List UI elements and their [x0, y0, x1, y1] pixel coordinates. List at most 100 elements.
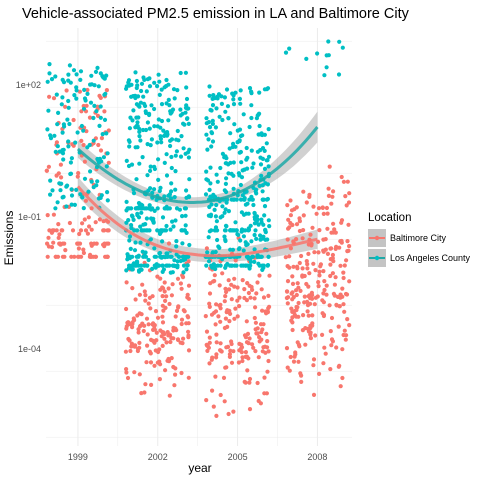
data-point [168, 339, 173, 345]
data-point [306, 251, 311, 256]
data-point [213, 214, 218, 219]
data-point [294, 314, 299, 319]
data-point [258, 162, 264, 167]
data-point [207, 229, 212, 234]
data-point [244, 157, 249, 162]
data-point [169, 335, 174, 341]
data-point [231, 160, 236, 165]
data-point [123, 349, 128, 354]
data-point [290, 327, 295, 333]
data-point [218, 392, 223, 398]
data-point [127, 263, 132, 268]
data-point [210, 139, 216, 144]
data-point [184, 254, 189, 259]
data-point [169, 254, 174, 259]
data-point [214, 302, 219, 307]
data-point [224, 87, 230, 92]
data-point [179, 321, 184, 327]
data-point [330, 252, 335, 258]
data-point [136, 94, 141, 99]
data-point [253, 228, 258, 233]
data-point [287, 46, 292, 51]
data-point [184, 188, 189, 193]
data-point [152, 187, 157, 192]
data-point [145, 228, 150, 233]
data-point [295, 281, 300, 286]
data-point [104, 88, 109, 93]
data-point [254, 331, 259, 336]
data-point [94, 183, 99, 188]
data-point [46, 235, 51, 240]
data-point [224, 345, 229, 350]
data-point [243, 350, 248, 355]
data-point [186, 375, 191, 380]
data-point [181, 308, 186, 313]
data-point [288, 198, 293, 203]
data-point [315, 51, 320, 56]
data-point [311, 261, 316, 266]
data-point [52, 133, 57, 138]
data-point [147, 295, 152, 300]
data-point [219, 101, 224, 106]
data-point [312, 250, 317, 255]
data-point [296, 300, 301, 306]
data-point [228, 160, 233, 165]
y-tick-label: 1e+02 [16, 80, 41, 90]
data-point [299, 379, 304, 384]
data-point [326, 186, 331, 191]
data-point [85, 87, 90, 93]
data-point [297, 219, 302, 224]
data-point [322, 279, 327, 284]
data-point [133, 263, 139, 268]
data-point [321, 211, 326, 216]
data-point [288, 246, 293, 251]
data-point [143, 293, 148, 298]
data-point [166, 82, 171, 87]
data-point [261, 295, 267, 300]
data-point [141, 94, 146, 99]
data-point [226, 116, 231, 121]
data-point [64, 88, 69, 93]
data-point [181, 146, 186, 151]
data-point [92, 103, 97, 108]
data-point [247, 407, 253, 412]
data-point [60, 195, 65, 200]
data-point [222, 399, 227, 404]
data-point [223, 286, 228, 291]
data-point [266, 154, 272, 159]
data-point [130, 325, 135, 330]
x-axis-ticks: 1999 2002 2005 2008 [68, 452, 328, 462]
data-point [179, 370, 184, 376]
data-point [304, 200, 309, 205]
data-point [89, 179, 94, 184]
data-point [288, 354, 293, 360]
data-point [238, 101, 243, 106]
data-point [233, 220, 238, 225]
data-point [204, 329, 210, 334]
data-point [154, 330, 159, 335]
data-point [283, 255, 288, 260]
data-point [264, 331, 269, 336]
data-point [205, 147, 210, 152]
data-point [285, 365, 290, 370]
data-point [222, 228, 228, 233]
data-point [145, 77, 150, 82]
data-point [135, 145, 140, 150]
data-point [204, 121, 209, 126]
data-point [222, 188, 227, 193]
data-point [214, 340, 219, 345]
data-point [311, 204, 316, 209]
data-point [140, 321, 145, 326]
data-point [239, 210, 244, 215]
points [44, 39, 352, 418]
data-point [145, 332, 150, 337]
data-point [227, 146, 232, 151]
data-point [291, 295, 296, 300]
data-point [252, 232, 257, 238]
data-point [82, 159, 87, 164]
data-point [160, 320, 166, 325]
data-point [185, 263, 190, 268]
data-point [150, 266, 155, 271]
data-point [140, 155, 145, 160]
data-point [44, 168, 50, 173]
